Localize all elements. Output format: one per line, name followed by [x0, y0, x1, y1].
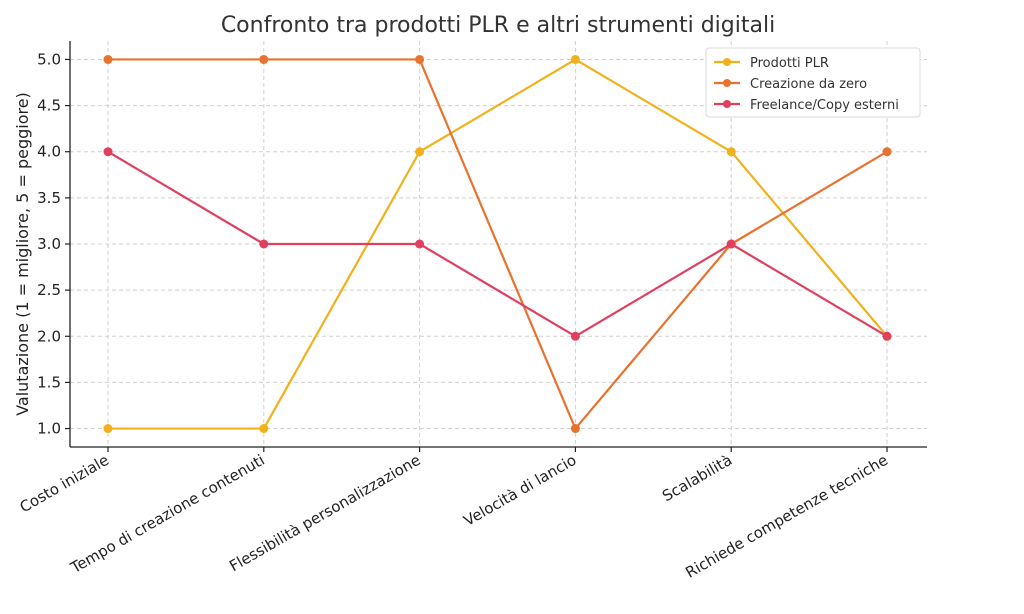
- data-point: [415, 54, 425, 64]
- legend-label: Prodotti PLR: [750, 56, 829, 71]
- legend-item: Freelance/Copy esterni: [714, 98, 899, 113]
- legend-label: Creazione da zero: [750, 77, 867, 92]
- y-tick-label: 2.5: [37, 281, 61, 299]
- series-2: [103, 54, 892, 434]
- y-tick-label: 3.5: [37, 189, 61, 207]
- data-point: [726, 239, 736, 249]
- y-tick-label: 1.0: [37, 420, 61, 438]
- data-point: [882, 331, 892, 341]
- axes: 1.0 1.5 2.0 2.5 3.0 3.5 4.0 4.5 5.0 Costo inizial…: [17, 41, 927, 582]
- legend-marker: [723, 79, 731, 87]
- data-point: [415, 147, 425, 157]
- data-point: [570, 424, 580, 434]
- series-line: [108, 58, 888, 430]
- series-3: [103, 147, 892, 341]
- legend: Prodotti PLR Creazione da zero Freelance/C…: [705, 47, 921, 118]
- y-tick-label: 2.0: [37, 327, 61, 345]
- data-point: [259, 239, 269, 249]
- y-tick-label: 4.0: [37, 143, 61, 161]
- legend-box: [705, 47, 921, 118]
- x-tick-label: Scalabilità: [659, 451, 735, 505]
- legend-marker: [723, 58, 731, 66]
- data-point: [103, 54, 113, 64]
- y-tick-label: 5.0: [37, 50, 61, 68]
- data-point: [103, 147, 113, 157]
- data-point: [259, 54, 269, 64]
- data-point: [570, 54, 580, 64]
- data-point: [103, 424, 113, 434]
- data-point: [415, 239, 425, 249]
- data-point: [259, 424, 269, 434]
- y-tick-label: 1.5: [37, 373, 61, 391]
- legend-item: Prodotti PLR: [714, 56, 829, 71]
- y-axis-label: Valutazione (1 = migliore, 5 = peggiore): [13, 92, 32, 416]
- series-line: [108, 58, 888, 430]
- y-tick-label: 4.5: [37, 97, 61, 115]
- legend-item: Creazione da zero: [714, 77, 867, 92]
- legend-marker: [723, 100, 731, 108]
- y-tick-label: 3.0: [37, 235, 61, 253]
- chart-title: Confronto tra prodotti PLR e altri strum…: [221, 13, 775, 38]
- x-tick-label: Velocità di lancio: [461, 451, 580, 530]
- series-line: [107, 150, 888, 338]
- data-point: [726, 147, 736, 157]
- data-point: [882, 147, 892, 157]
- data-point: [570, 331, 580, 341]
- series-layer: [103, 54, 892, 434]
- legend-label: Freelance/Copy esterni: [750, 98, 899, 113]
- x-tick-label: Costo iniziale: [17, 451, 112, 516]
